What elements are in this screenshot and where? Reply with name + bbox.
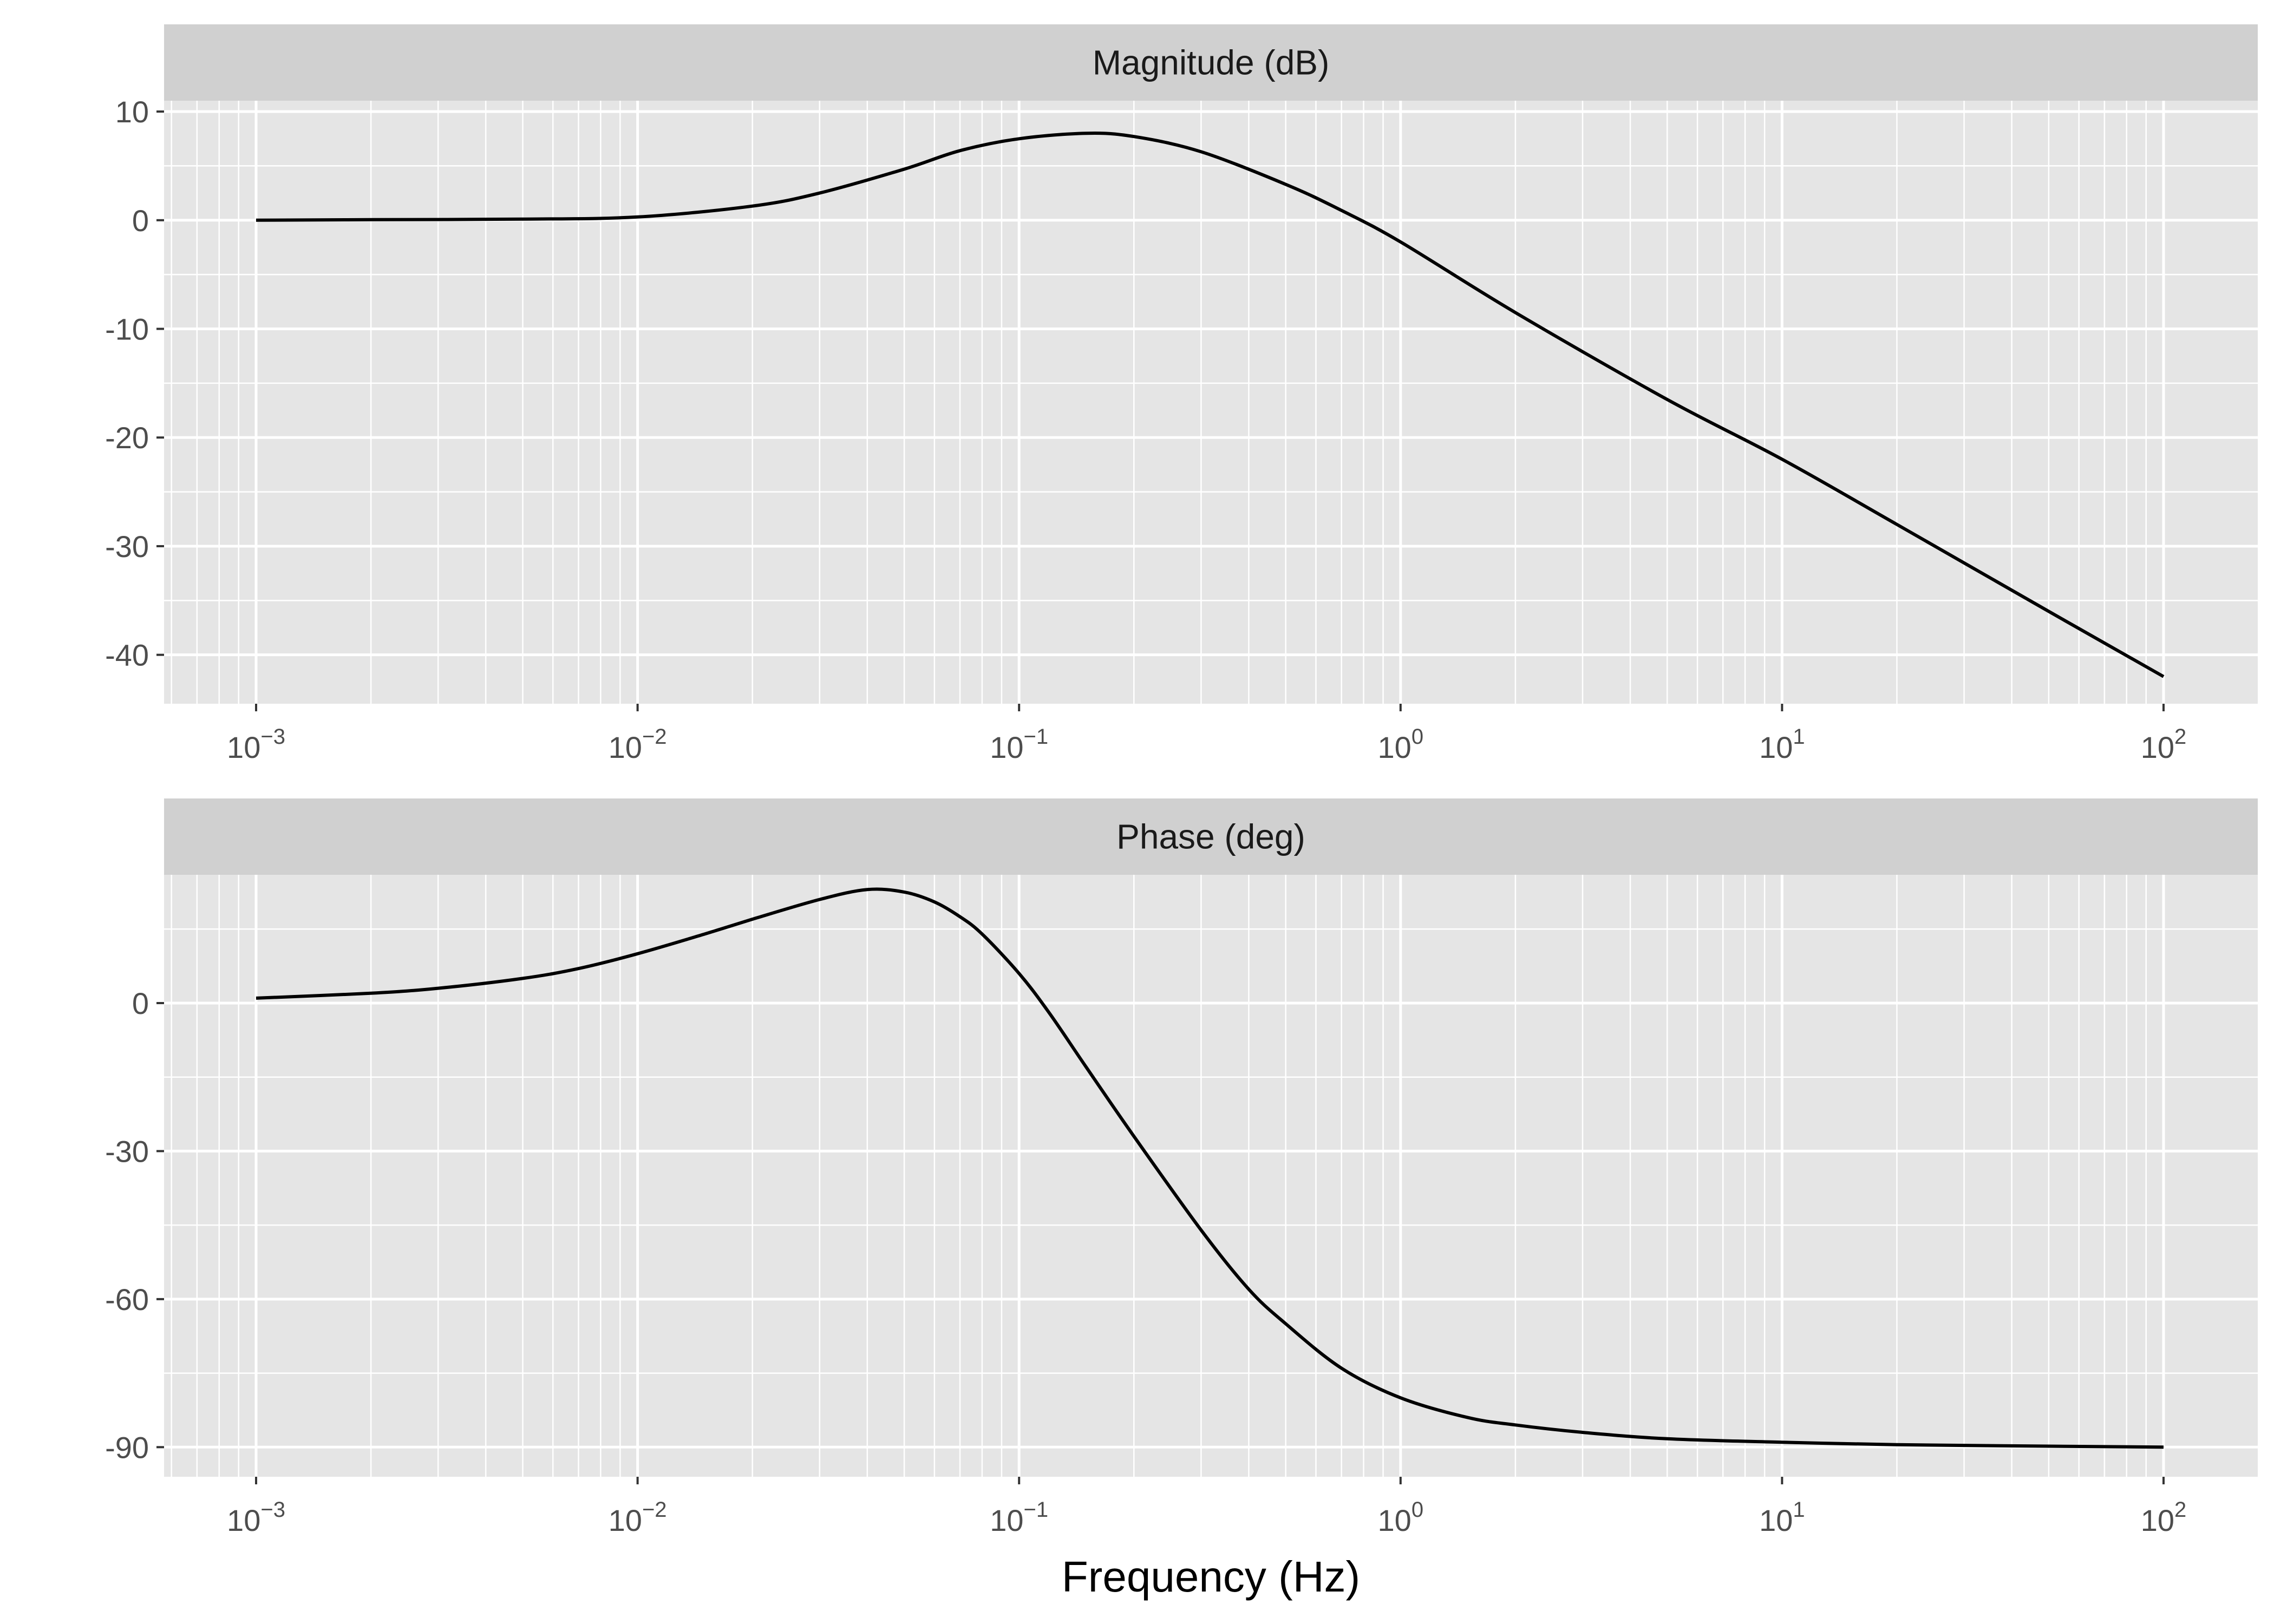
y-tick-label: -60 <box>105 1282 149 1317</box>
y-tick-label: 0 <box>132 204 149 238</box>
x-tick-label: 101 <box>1759 1498 1805 1537</box>
strip-label: Magnitude (dB) <box>1093 43 1330 82</box>
strip-label: Phase (deg) <box>1116 817 1305 856</box>
x-tick-label: 100 <box>1378 1498 1424 1537</box>
x-tick-label: 102 <box>2141 725 2187 764</box>
y-tick-label: -40 <box>105 638 149 672</box>
x-tick-label: 10−2 <box>609 725 667 764</box>
strip-background <box>164 24 2258 101</box>
x-tick-label: 10−3 <box>227 1498 285 1537</box>
panel-background <box>164 101 2258 704</box>
series-line <box>256 887 2164 1449</box>
strip-background <box>164 798 2258 875</box>
panel-0: Magnitude (dB)10−3 10−2 10−1 100 101 102100-1… <box>105 24 2258 764</box>
x-tick-label: 10−2 <box>609 1498 667 1537</box>
y-tick-label: -30 <box>105 529 149 564</box>
panel-background <box>164 875 2258 1477</box>
x-tick-label: 101 <box>1759 725 1805 764</box>
y-tick-label: -10 <box>105 312 149 346</box>
x-axis-title: Frequency (Hz) <box>1062 1553 1360 1601</box>
series-line <box>256 132 2165 678</box>
x-tick-label: 10−1 <box>990 725 1048 764</box>
panel-1: Phase (deg) 10−3 10−2 10−1 100 101 102 0 -30 -60 -… <box>105 798 2258 1537</box>
y-tick-label: 10 <box>115 95 149 129</box>
x-tick-label: 100 <box>1378 725 1424 764</box>
y-tick-label: 0 <box>132 986 149 1020</box>
y-tick-label: -20 <box>105 421 149 455</box>
x-tick-label: 10−3 <box>227 725 285 764</box>
x-tick-label: 10−1 <box>990 1498 1048 1537</box>
x-tick-label: 102 <box>2141 1498 2187 1537</box>
y-tick-label: -30 <box>105 1134 149 1168</box>
y-tick-label: -90 <box>105 1430 149 1464</box>
